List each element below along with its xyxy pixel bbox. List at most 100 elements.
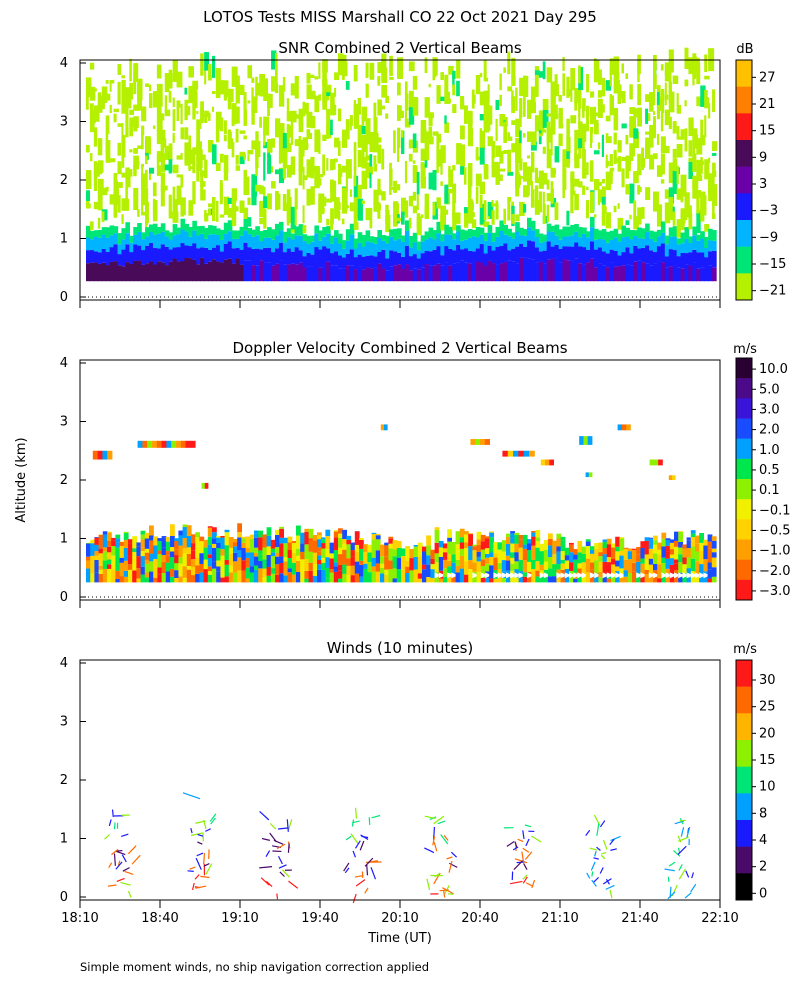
doppler-cell xyxy=(699,542,704,551)
doppler-cell xyxy=(686,572,694,579)
snr-cell xyxy=(326,130,330,139)
snr-cell xyxy=(570,235,575,247)
snr-cell xyxy=(373,117,378,137)
snr-cell xyxy=(93,251,99,263)
snr-cell xyxy=(684,253,690,265)
colorbar-frame xyxy=(735,357,753,601)
doppler-cell xyxy=(384,542,389,546)
doppler-cell xyxy=(540,459,546,466)
snr-cell xyxy=(452,84,456,96)
doppler-cell xyxy=(165,571,171,583)
doppler-cell xyxy=(128,569,133,583)
snr-cell xyxy=(601,239,607,252)
wind-vector xyxy=(121,833,129,838)
snr-cell xyxy=(503,67,506,73)
wind-vector xyxy=(273,839,284,845)
snr-cell xyxy=(310,186,315,205)
snr-cell xyxy=(680,174,687,197)
colorbar-swatch xyxy=(736,86,752,114)
snr-cell xyxy=(97,252,103,264)
snr-cell xyxy=(503,224,508,235)
snr-cell xyxy=(688,161,694,180)
snr-cell xyxy=(184,127,189,140)
colorbar-label: −1.0 xyxy=(759,544,791,559)
snr-cell xyxy=(204,159,208,179)
doppler-cell xyxy=(333,562,339,567)
wind-vector xyxy=(446,856,453,860)
doppler-cell xyxy=(518,572,526,579)
doppler-cell xyxy=(111,537,116,541)
snr-cell xyxy=(101,187,108,196)
snr-cell xyxy=(467,121,473,133)
doppler-cell xyxy=(480,439,486,445)
doppler-cell xyxy=(464,542,469,548)
wind-vector xyxy=(276,843,286,850)
snr-cell xyxy=(590,106,594,120)
snr-cell xyxy=(692,175,698,198)
snr-cell xyxy=(286,248,292,265)
doppler-cell xyxy=(539,573,545,583)
doppler-cell xyxy=(363,544,368,552)
doppler-cell xyxy=(170,551,175,558)
snr-cell xyxy=(263,160,266,181)
snr-cell xyxy=(263,208,267,229)
snr-cell xyxy=(538,122,542,145)
snr-cell xyxy=(286,111,292,122)
doppler-cell xyxy=(312,563,318,576)
doppler-cell xyxy=(531,545,536,560)
wind-vector xyxy=(276,893,279,900)
snr-cell xyxy=(436,85,441,104)
snr-cell xyxy=(656,261,662,282)
snr-cell xyxy=(554,257,560,282)
doppler-cell xyxy=(375,533,381,536)
snr-cell xyxy=(290,90,297,96)
wind-vector xyxy=(667,876,670,882)
snr-cell xyxy=(149,93,153,109)
doppler-cell xyxy=(94,537,100,538)
snr-cell xyxy=(542,241,548,251)
doppler-cell xyxy=(669,572,677,579)
snr-cell xyxy=(672,236,678,251)
doppler-cell xyxy=(619,538,625,551)
snr-cell xyxy=(180,261,186,282)
snr-cell xyxy=(534,185,539,208)
doppler-cell xyxy=(581,546,587,554)
snr-cell xyxy=(637,238,642,249)
doppler-cell xyxy=(678,562,683,573)
wind-vector xyxy=(443,834,449,841)
doppler-cell xyxy=(283,569,289,576)
doppler-cell xyxy=(564,555,570,561)
snr-cell xyxy=(542,191,545,214)
snr-cell xyxy=(479,262,485,282)
snr-cell xyxy=(121,135,126,158)
doppler-cell xyxy=(241,536,247,539)
doppler-cell xyxy=(539,572,547,579)
snr-cell xyxy=(613,205,617,213)
snr-cell xyxy=(156,155,160,169)
snr-cell xyxy=(668,197,674,219)
snr-cell xyxy=(109,158,116,163)
snr-cell xyxy=(188,85,194,104)
snr-cell xyxy=(188,150,191,169)
snr-cell xyxy=(412,254,418,269)
snr-cell xyxy=(578,263,583,282)
doppler-cell xyxy=(207,566,213,572)
snr-cell xyxy=(712,89,716,112)
snr-cell xyxy=(432,208,436,213)
snr-cell xyxy=(566,76,570,98)
doppler-cell xyxy=(552,554,557,565)
snr-cell xyxy=(145,245,150,264)
wind-vector xyxy=(585,829,591,836)
snr-cell xyxy=(251,248,256,266)
snr-cell xyxy=(645,108,649,125)
snr-cell xyxy=(156,165,162,176)
doppler-cell xyxy=(140,556,146,567)
doppler-cell xyxy=(623,570,629,577)
doppler-cell xyxy=(371,539,377,547)
snr-cell xyxy=(546,193,552,202)
snr-cell xyxy=(334,237,339,252)
snr-cell xyxy=(712,184,718,206)
doppler-cell xyxy=(674,563,679,571)
doppler-cell xyxy=(94,572,100,583)
